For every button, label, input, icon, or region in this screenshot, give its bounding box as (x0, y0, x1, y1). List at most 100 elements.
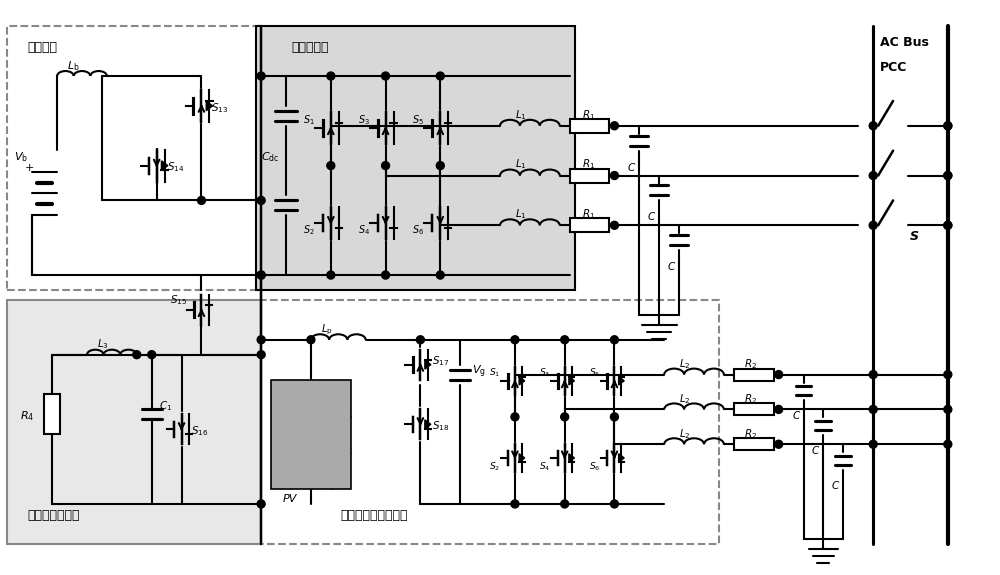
Text: $S_2$: $S_2$ (303, 223, 315, 236)
Text: $S_4$: $S_4$ (358, 223, 370, 236)
Text: $R_2$: $R_2$ (744, 393, 757, 407)
Circle shape (511, 413, 519, 421)
Circle shape (257, 271, 265, 279)
Circle shape (944, 122, 952, 130)
Text: $C$: $C$ (811, 444, 821, 456)
Circle shape (382, 72, 390, 80)
Circle shape (944, 221, 952, 229)
Circle shape (610, 171, 618, 179)
Circle shape (257, 72, 265, 80)
Polygon shape (569, 377, 574, 385)
Polygon shape (445, 218, 451, 228)
Text: $S_3$: $S_3$ (358, 113, 370, 127)
Text: $L_1$: $L_1$ (515, 108, 527, 122)
Circle shape (610, 221, 618, 229)
Circle shape (944, 171, 952, 179)
Text: $S_{15}$: $S_{15}$ (170, 293, 187, 306)
Circle shape (382, 162, 390, 170)
Text: $C$: $C$ (667, 260, 676, 272)
Text: $V_{\mathrm{b}}$: $V_{\mathrm{b}}$ (14, 151, 28, 164)
Circle shape (416, 336, 424, 344)
Text: $S_3$: $S_3$ (539, 367, 550, 380)
Circle shape (944, 405, 952, 413)
Circle shape (561, 413, 569, 421)
Circle shape (257, 271, 265, 279)
Text: $L_1$: $L_1$ (515, 158, 527, 171)
Circle shape (944, 221, 952, 229)
Text: $S_4$: $S_4$ (539, 461, 550, 473)
Text: 互联变流器: 互联变流器 (291, 41, 329, 54)
Circle shape (436, 72, 444, 80)
Polygon shape (206, 101, 213, 110)
Circle shape (944, 371, 952, 378)
Bar (570, 168, 609, 182)
Text: 直流恒功率负载: 直流恒功率负载 (27, 509, 80, 522)
Text: $V_{\mathrm{g}}$: $V_{\mathrm{g}}$ (472, 364, 486, 381)
Text: $L_2$: $L_2$ (679, 427, 691, 441)
Polygon shape (390, 124, 397, 133)
Circle shape (610, 500, 618, 508)
Polygon shape (390, 218, 397, 228)
Circle shape (869, 171, 877, 179)
Polygon shape (519, 454, 525, 462)
Text: $L_2$: $L_2$ (679, 393, 691, 407)
Circle shape (561, 500, 569, 508)
Text: $S_5$: $S_5$ (589, 367, 600, 380)
Text: $S_6$: $S_6$ (412, 223, 425, 236)
Text: AC Bus: AC Bus (880, 36, 929, 49)
Text: $C_{\mathrm{dc}}$: $C_{\mathrm{dc}}$ (261, 151, 280, 164)
Bar (734, 404, 774, 415)
Text: $C$: $C$ (792, 409, 801, 421)
Text: $R_4$: $R_4$ (20, 409, 35, 423)
Polygon shape (425, 420, 431, 429)
Circle shape (257, 500, 265, 508)
Text: $R_1$: $R_1$ (582, 158, 595, 171)
Circle shape (869, 122, 877, 130)
Circle shape (257, 197, 265, 204)
Bar (570, 218, 609, 232)
Circle shape (869, 221, 877, 229)
Polygon shape (445, 124, 451, 133)
Text: S: S (910, 230, 919, 243)
Text: $R_2$: $R_2$ (744, 358, 757, 371)
Polygon shape (336, 124, 342, 133)
Circle shape (133, 351, 141, 359)
Text: $R_2$: $R_2$ (744, 427, 757, 441)
Polygon shape (519, 377, 525, 385)
Text: $C$: $C$ (627, 160, 637, 172)
Polygon shape (619, 377, 624, 385)
Circle shape (511, 336, 519, 344)
Text: 光伏分布式发电单元: 光伏分布式发电单元 (341, 509, 408, 522)
Text: $L_{\mathrm{p}}$: $L_{\mathrm{p}}$ (321, 322, 333, 336)
Text: $C$: $C$ (831, 479, 841, 491)
Text: $L_2$: $L_2$ (679, 358, 691, 371)
Bar (570, 119, 609, 133)
Text: $S_1$: $S_1$ (489, 367, 500, 380)
Circle shape (382, 271, 390, 279)
Circle shape (327, 271, 335, 279)
Text: PCC: PCC (880, 61, 908, 74)
Circle shape (944, 171, 952, 179)
Text: 储能单元: 储能单元 (27, 41, 57, 54)
Text: $S_{13}$: $S_{13}$ (211, 101, 229, 114)
Circle shape (327, 72, 335, 80)
Polygon shape (161, 161, 168, 170)
Bar (44, 394, 60, 434)
Text: $R_1$: $R_1$ (582, 208, 595, 221)
Circle shape (869, 440, 877, 448)
FancyBboxPatch shape (7, 300, 261, 544)
Circle shape (775, 440, 783, 448)
Text: $L_3$: $L_3$ (97, 337, 109, 351)
Circle shape (869, 371, 877, 378)
FancyBboxPatch shape (256, 26, 575, 290)
Circle shape (944, 122, 952, 130)
Circle shape (148, 351, 156, 359)
Text: PV: PV (283, 494, 297, 504)
Polygon shape (336, 218, 342, 228)
Text: $L_1$: $L_1$ (515, 208, 527, 221)
Polygon shape (619, 454, 624, 462)
Polygon shape (569, 454, 574, 462)
Circle shape (944, 440, 952, 448)
Circle shape (511, 500, 519, 508)
Polygon shape (206, 305, 212, 315)
